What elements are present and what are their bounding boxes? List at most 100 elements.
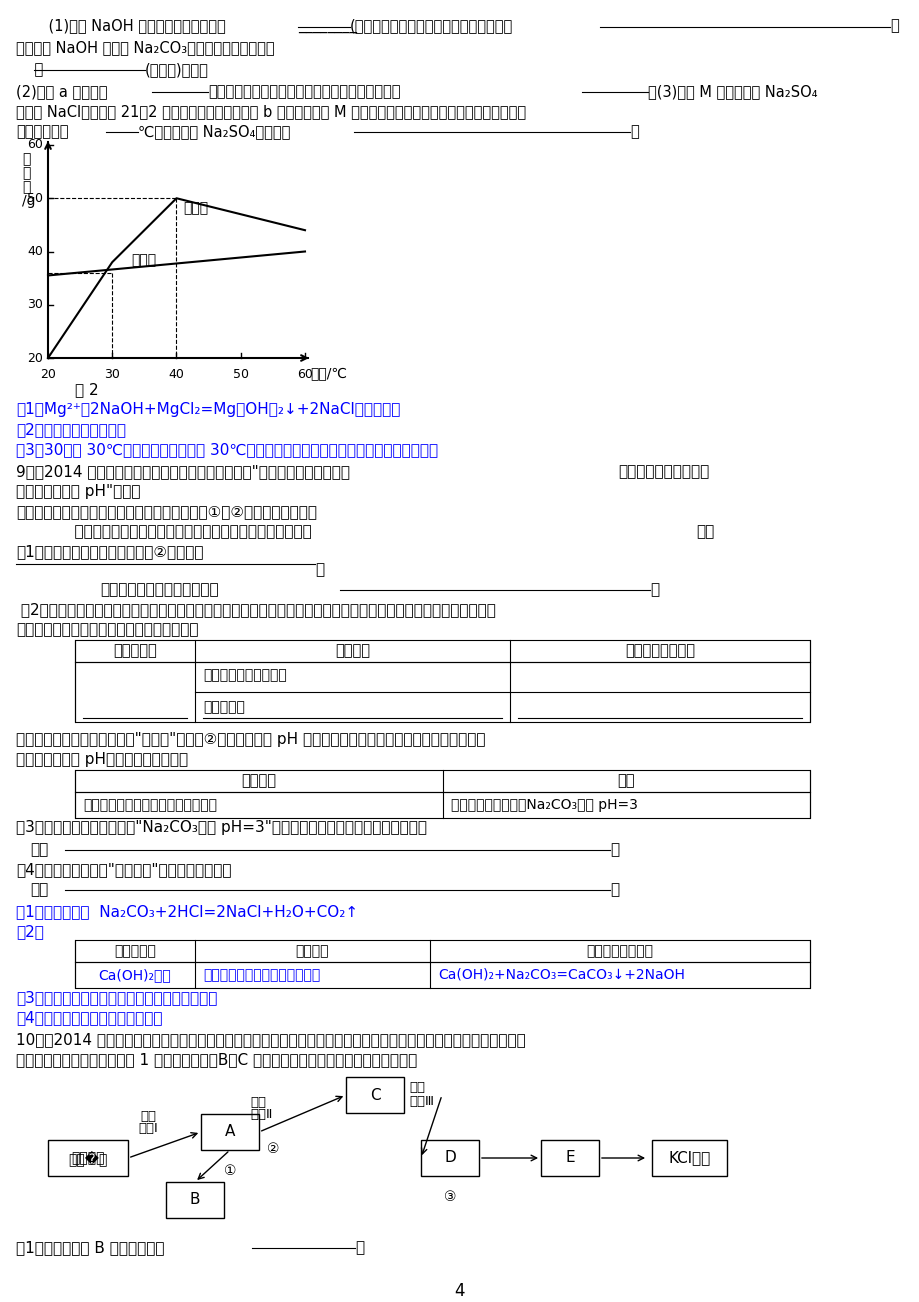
Text: 液。: 液。 xyxy=(696,523,713,539)
Text: (1)加入 NaOH 溶液可除去的阳离子是: (1)加入 NaOH 溶液可除去的阳离子是 xyxy=(30,18,225,33)
Text: 4: 4 xyxy=(454,1282,465,1299)
Bar xyxy=(200,1115,259,1150)
Text: 。: 。 xyxy=(609,881,618,897)
Text: ________: ________ xyxy=(298,18,357,33)
Bar xyxy=(75,769,809,792)
Text: 溶液和碳酸钠溶液，并: 溶液和碳酸钠溶液，并 xyxy=(618,464,709,479)
Text: 试剂Ⅰ: 试剂Ⅰ xyxy=(138,1122,158,1135)
Text: 混合�液: 混合�液 xyxy=(68,1150,108,1165)
Text: 反应的化学方程式: 反应的化学方程式 xyxy=(586,944,652,958)
Text: 30: 30 xyxy=(104,368,120,381)
Text: 【实验一】小李取待测液甲、乙分别放置在试管①和②，再往两支试管中: 【实验一】小李取待测液甲、乙分别放置在试管①和②，再往两支试管中 xyxy=(16,504,317,519)
Text: 。(3)溶液 M 中的溶质是 Na₂SO₄: 。(3)溶液 M 中的溶质是 Na₂SO₄ xyxy=(647,85,817,99)
Text: A: A xyxy=(224,1125,235,1139)
Bar xyxy=(421,1141,479,1176)
Text: 60: 60 xyxy=(27,138,43,151)
Text: Ca(OH)₂+Na₂CO₃=CaCO₃↓+2NaOH: Ca(OH)₂+Na₂CO₃=CaCO₃↓+2NaOH xyxy=(437,967,684,982)
Text: 过量: 过量 xyxy=(250,1096,266,1109)
Text: 20: 20 xyxy=(27,352,43,365)
Text: Ca(OH)₂溶液: Ca(OH)₂溶液 xyxy=(98,967,171,982)
Text: ℃以下，因为 Na₂SO₄的溶解度: ℃以下，因为 Na₂SO₄的溶解度 xyxy=(138,124,290,139)
Text: 。: 。 xyxy=(650,582,658,598)
Text: （3）小李因操作错误，得出"Na₂CO₃溶液 pH=3"的错误结论。指出小李操作错误之处。: （3）小李因操作错误，得出"Na₂CO₃溶液 pH=3"的错误结论。指出小李操作… xyxy=(16,820,426,835)
Text: 。: 。 xyxy=(609,842,618,857)
Text: /g: /g xyxy=(22,194,36,208)
Text: （4）试纸立即变色而非缓慢地变色: （4）试纸立即变色而非缓慢地变色 xyxy=(16,1010,163,1025)
Bar xyxy=(75,641,809,661)
Text: 过量: 过量 xyxy=(140,1111,156,1124)
Text: ；: ； xyxy=(355,1240,364,1255)
Text: 产生白色沉淀（出现白色浑浊）: 产生白色沉淀（出现白色浑浊） xyxy=(203,967,320,982)
Text: KCl晶体: KCl晶体 xyxy=(668,1151,710,1165)
Text: 所示步骤进行提纯．已知试剂 1 为氯化钾溶液，B、C 为固体难溶物，每步骤加稍过量的试剂．: 所示步骤进行提纯．已知试剂 1 为氯化钾溶液，B、C 为固体难溶物，每步骤加稍过… xyxy=(16,1052,417,1068)
Text: E: E xyxy=(564,1151,574,1165)
Text: C: C xyxy=(369,1087,380,1103)
Text: 试剂Ⅲ: 试剂Ⅲ xyxy=(409,1095,434,1108)
Bar xyxy=(75,661,809,723)
Text: 测碳酸钠溶液的 pH"实验。: 测碳酸钠溶液的 pH"实验。 xyxy=(16,484,141,499)
Text: (2)操作 a 的名称是: (2)操作 a 的名称是 xyxy=(16,85,108,99)
Text: （2）: （2） xyxy=(16,924,44,939)
Text: 该试管中反应的化学方程式为: 该试管中反应的化学方程式为 xyxy=(100,582,219,598)
Text: 9．（2014 龙岩）小李在化学实验技能考查中，完成"用稀盐酸鉴别氢氧化钠: 9．（2014 龙岩）小李在化学实验技能考查中，完成"用稀盐酸鉴别氢氧化钠 xyxy=(16,464,349,479)
Text: 图 2: 图 2 xyxy=(75,381,98,397)
Text: 反应的化学方程式: 反应的化学方程式 xyxy=(624,643,694,659)
Text: ①: ① xyxy=(223,1164,236,1178)
Text: （1）实验中，小李应观察到试管②的现象是: （1）实验中，小李应观察到试管②的现象是 xyxy=(16,544,203,559)
Text: 40: 40 xyxy=(27,245,43,258)
Text: ③: ③ xyxy=(443,1190,456,1204)
Text: 。: 。 xyxy=(889,18,898,33)
Text: 佳温度范围是: 佳温度范围是 xyxy=(16,124,68,139)
Text: 氯化钠: 氯化钠 xyxy=(131,254,156,267)
Text: 50: 50 xyxy=(27,191,43,204)
Text: 度: 度 xyxy=(22,180,30,194)
Text: 50: 50 xyxy=(233,368,248,381)
Text: ②: ② xyxy=(267,1142,279,1156)
Text: 一支试管无明显现象；: 一支试管无明显现象； xyxy=(203,668,287,682)
Bar xyxy=(652,1141,727,1176)
Text: ，: ， xyxy=(314,562,323,577)
Text: 解: 解 xyxy=(22,165,30,180)
Text: （1）固体难溶物 B 含有碳酸钡和: （1）固体难溶物 B 含有碳酸钡和 xyxy=(16,1240,165,1255)
Bar xyxy=(346,1077,403,1113)
Text: 选择的试剂: 选择的试剂 xyxy=(113,643,157,659)
Bar xyxy=(75,940,809,962)
Text: 过量: 过量 xyxy=(409,1081,425,1094)
Text: (填离子符号），其反应的化学方程式为：: (填离子符号），其反应的化学方程式为： xyxy=(349,18,513,33)
Bar xyxy=(75,792,809,818)
Text: 滴入稀盐酸，观察实验现象。根据现象推知，乙为碳酸钠溶: 滴入稀盐酸，观察实验现象。根据现象推知，乙为碳酸钠溶 xyxy=(16,523,312,539)
Text: 40: 40 xyxy=(168,368,184,381)
Text: 硫酸钠: 硫酸钠 xyxy=(183,202,208,216)
Text: 实验中的预期现象以及化学方程式填入下表。: 实验中的预期现象以及化学方程式填入下表。 xyxy=(16,622,199,637)
Text: ．: ． xyxy=(16,62,43,77)
Text: （3）小李所取溶液为盐酸与碳酸钠反应后的溶液: （3）小李所取溶液为盐酸与碳酸钠反应后的溶液 xyxy=(16,990,217,1005)
Text: 预期现象: 预期现象 xyxy=(295,944,329,958)
Text: （2）老师指出：除盐酸外，还可使用其它试剂鉴别氢氧化钠和碳酸钠溶液。请你选择一种不属于酸的试剂，并将鉴别: （2）老师指出：除盐酸外，还可使用其它试剂鉴别氢氧化钠和碳酸钠溶液。请你选择一种… xyxy=(16,602,495,617)
Text: 预期现象: 预期现象 xyxy=(335,643,369,659)
Text: 20: 20 xyxy=(40,368,56,381)
Text: (填名称)除去。: (填名称)除去。 xyxy=(145,62,209,77)
Text: 另一支试管: 另一支试管 xyxy=(203,700,244,713)
Text: （4）指出小李记录的"实验现象"中不科学的地方。: （4）指出小李记录的"实验现象"中不科学的地方。 xyxy=(16,862,232,878)
Text: 答：: 答： xyxy=(30,881,48,897)
Bar xyxy=(540,1141,598,1176)
Text: 与标准比色卡对比，Na₂CO₃溶液 pH=3: 与标准比色卡对比，Na₂CO₃溶液 pH=3 xyxy=(450,798,637,812)
Text: 温度/℃: 温度/℃ xyxy=(310,366,346,380)
Text: 试剂Ⅱ: 试剂Ⅱ xyxy=(250,1108,272,1121)
Bar xyxy=(165,1182,223,1217)
Text: 30: 30 xyxy=(27,298,43,311)
Text: 照，读出溶液的 pH。小李的记录如下：: 照，读出溶液的 pH。小李的记录如下： xyxy=(16,753,187,767)
Text: 若添加的 NaOH 溶液和 Na₂CO₃溶液过量，可加入适量: 若添加的 NaOH 溶液和 Na₂CO₃溶液过量，可加入适量 xyxy=(16,40,275,55)
Text: ，该操作中需要用到的玻璃仪器有烧杯、玻璃棒、: ，该操作中需要用到的玻璃仪器有烧杯、玻璃棒、 xyxy=(208,85,400,99)
Text: B: B xyxy=(189,1193,200,1207)
Text: D: D xyxy=(444,1151,456,1165)
Text: （2）漏斗（或铁架台）；: （2）漏斗（或铁架台）； xyxy=(16,422,126,437)
Text: 【实验二】小李用玻璃棒蘸取"实验一"后试管②中的溶液沾在 pH 试纸上，观察试纸颜色变化并与标准比色卡对: 【实验二】小李用玻璃棒蘸取"实验一"后试管②中的溶液沾在 pH 试纸上，观察试纸… xyxy=(16,732,485,747)
Text: 溶液沾在试纸上时，试纸缓慢地变色: 溶液沾在试纸上时，试纸缓慢地变色 xyxy=(83,798,217,812)
Text: 和杂质 NaCl。观察题 21－2 图的溶解度曲线，则操作 b 是：先将溶液 M 蒸发浓缩，再降温结晶、过滤。降温结晶的最: 和杂质 NaCl。观察题 21－2 图的溶解度曲线，则操作 b 是：先将溶液 M… xyxy=(16,104,526,118)
Text: 答：: 答： xyxy=(30,842,48,857)
Text: 10．（2014 厦门）氯化钾固体样品中混有少量碳酸钾和硫酸钾两种杂质，为了获得纯净的氯化钾，将样品溶解，按如图: 10．（2014 厦门）氯化钾固体样品中混有少量碳酸钾和硫酸钾两种杂质，为了获得… xyxy=(16,1032,525,1047)
Bar xyxy=(75,962,809,988)
Bar xyxy=(48,1141,128,1176)
Text: 实验现象: 实验现象 xyxy=(241,773,277,789)
